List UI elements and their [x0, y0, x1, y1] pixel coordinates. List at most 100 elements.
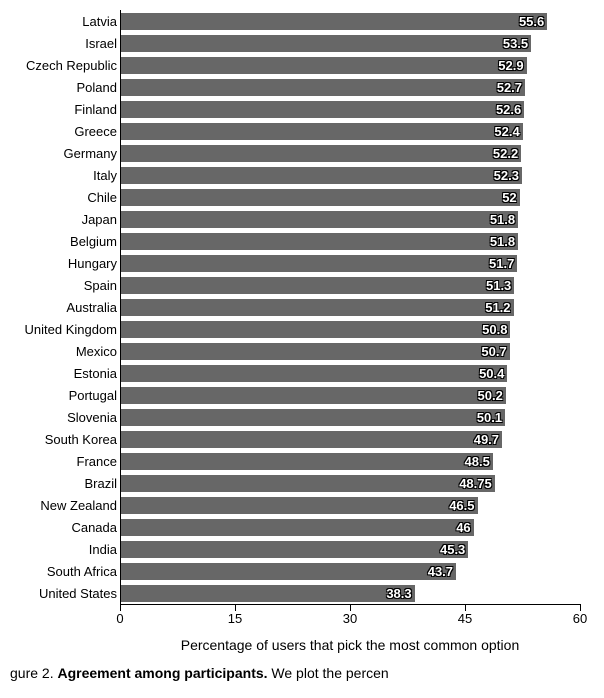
bar: 45.3: [121, 541, 468, 558]
bar-row: Italy52.3: [121, 164, 581, 186]
bar-value-label: 50.8: [482, 321, 507, 338]
bar-value-label: 50.2: [478, 387, 503, 404]
bar-row: Brazil48.75: [121, 472, 581, 494]
bar-row: New Zealand46.5: [121, 494, 581, 516]
bar: 38.3: [121, 585, 415, 602]
country-label: Hungary: [9, 256, 117, 271]
bar: 50.2: [121, 387, 506, 404]
bar-row: Czech Republic52.9: [121, 54, 581, 76]
bar-row: Estonia50.4: [121, 362, 581, 384]
x-axis: 015304560: [120, 605, 580, 633]
bar-value-label: 55.6: [519, 13, 544, 30]
country-label: Brazil: [9, 476, 117, 491]
country-label: Poland: [9, 80, 117, 95]
bar-value-label: 52.4: [494, 123, 519, 140]
bar-value-label: 52.2: [493, 145, 518, 162]
bar: 48.5: [121, 453, 493, 470]
bar-value-label: 52.3: [494, 167, 519, 184]
bar-row: Greece52.4: [121, 120, 581, 142]
bar-value-label: 52.6: [496, 101, 521, 118]
bar: 51.3: [121, 277, 514, 294]
country-label: South Africa: [9, 564, 117, 579]
bar-row: Poland52.7: [121, 76, 581, 98]
country-label: Australia: [9, 300, 117, 315]
figure-rest: We plot the percen: [271, 665, 388, 681]
bar-row: Spain51.3: [121, 274, 581, 296]
bar-value-label: 53.5: [503, 35, 528, 52]
bar: 50.8: [121, 321, 510, 338]
bar-row: South Africa43.7: [121, 560, 581, 582]
bar-row: Japan51.8: [121, 208, 581, 230]
bar-value-label: 52.7: [497, 79, 522, 96]
x-tick-label: 45: [458, 611, 472, 626]
bar: 51.8: [121, 233, 518, 250]
country-label: United States: [9, 586, 117, 601]
bar-value-label: 50.7: [481, 343, 506, 360]
bar-row: Latvia55.6: [121, 10, 581, 32]
country-label: Chile: [9, 190, 117, 205]
figure-caption: gure 2. Agreement among participants. We…: [10, 665, 594, 681]
country-label: South Korea: [9, 432, 117, 447]
bar-value-label: 50.4: [479, 365, 504, 382]
bar-row: South Korea49.7: [121, 428, 581, 450]
bar-row: United Kingdom50.8: [121, 318, 581, 340]
bar: 49.7: [121, 431, 502, 448]
country-label: Slovenia: [9, 410, 117, 425]
country-label: Greece: [9, 124, 117, 139]
country-label: France: [9, 454, 117, 469]
bar-value-label: 38.3: [386, 585, 411, 602]
bar-value-label: 45.3: [440, 541, 465, 558]
country-label: Spain: [9, 278, 117, 293]
bar-value-label: 48.75: [459, 475, 492, 492]
bar-row: Australia51.2: [121, 296, 581, 318]
bar: 52.6: [121, 101, 524, 118]
bar-row: Portugal50.2: [121, 384, 581, 406]
bar: 52: [121, 189, 520, 206]
country-label: Japan: [9, 212, 117, 227]
country-label: India: [9, 542, 117, 557]
country-label: Italy: [9, 168, 117, 183]
bar: 55.6: [121, 13, 547, 30]
bar-row: France48.5: [121, 450, 581, 472]
x-tick-label: 0: [116, 611, 123, 626]
bar: 52.2: [121, 145, 521, 162]
x-tick-label: 60: [573, 611, 587, 626]
bar-value-label: 51.2: [485, 299, 510, 316]
bar-row: United States38.3: [121, 582, 581, 604]
bar: 51.8: [121, 211, 518, 228]
country-label: Finland: [9, 102, 117, 117]
bar-value-label: 51.8: [490, 211, 515, 228]
figure-title: Agreement among participants.: [57, 665, 267, 681]
bar: 48.75: [121, 475, 495, 492]
bar-value-label: 50.1: [477, 409, 502, 426]
bar-value-label: 43.7: [428, 563, 453, 580]
country-label: Canada: [9, 520, 117, 535]
bar-row: Slovenia50.1: [121, 406, 581, 428]
country-label: Germany: [9, 146, 117, 161]
bar: 50.4: [121, 365, 507, 382]
bar-value-label: 51.3: [486, 277, 511, 294]
bar: 46.5: [121, 497, 478, 514]
bar-row: Chile52: [121, 186, 581, 208]
bar-row: Hungary51.7: [121, 252, 581, 274]
bar-value-label: 46: [456, 519, 470, 536]
country-label: Estonia: [9, 366, 117, 381]
bar-value-label: 52: [502, 189, 516, 206]
bar: 50.1: [121, 409, 505, 426]
bar: 46: [121, 519, 474, 536]
bar-row: Mexico50.7: [121, 340, 581, 362]
chart-container: Latvia55.6Israel53.5Czech Republic52.9Po…: [10, 10, 594, 655]
figure-label: gure 2.: [10, 665, 54, 681]
bar-row: Canada46: [121, 516, 581, 538]
bar-row: Finland52.6: [121, 98, 581, 120]
x-tick-label: 30: [343, 611, 357, 626]
bar: 50.7: [121, 343, 510, 360]
plot-area: Latvia55.6Israel53.5Czech Republic52.9Po…: [120, 10, 581, 605]
country-label: Israel: [9, 36, 117, 51]
bar: 51.2: [121, 299, 514, 316]
country-label: United Kingdom: [9, 322, 117, 337]
country-label: Latvia: [9, 14, 117, 29]
bar-value-label: 48.5: [465, 453, 490, 470]
country-label: Belgium: [9, 234, 117, 249]
bar-value-label: 52.9: [498, 57, 523, 74]
